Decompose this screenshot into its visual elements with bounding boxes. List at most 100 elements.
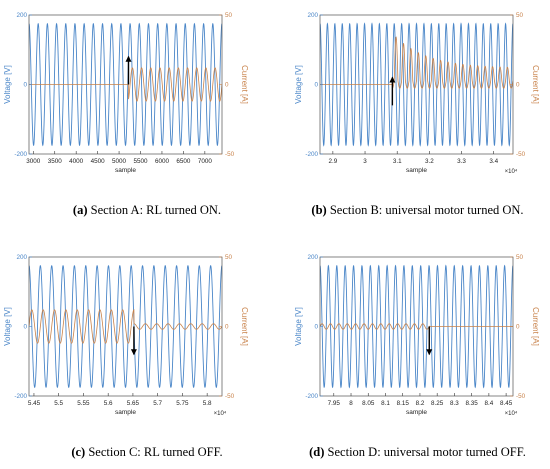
x-tick-label-d-0: 7.95 [328,400,341,407]
caption-c: (c) Section C: RL turned OFF. [22,445,272,460]
x-tick-label-c-0: 5.45 [28,400,41,407]
x-tick-label-b-2: 3.1 [393,158,402,165]
x-tick-label-d-3: 8.1 [381,400,390,407]
y-left-axis-label-a: Voltage [V] [3,65,12,104]
caption-b: (b) Section B: universal motor turned ON… [290,203,545,218]
x-tick-label-b-0: 2.9 [328,158,337,165]
y-left-tick-label-b-2: 200 [307,12,318,19]
y-left-tick-label-a-0: -200 [14,151,27,158]
x-tick-label-d-4: 8.15 [397,400,410,407]
current-line-d [320,323,513,330]
caption-b-text: Section B: universal motor turned ON. [326,203,524,217]
y-right-tick-label-d-1: 0 [516,324,520,331]
current-line-a [29,67,222,102]
y-left-tick-label-c-0: -200 [14,393,27,400]
x-tick-label-c-5: 5.7 [153,400,162,407]
caption-c-text: Section C: RL turned OFF. [85,445,223,459]
y-left-axis-label-b: Voltage [V] [294,65,303,104]
x-tick-label-b-3: 3.2 [425,158,434,165]
y-left-tick-label-d-1: 0 [314,324,318,331]
event-arrow-head-a [125,55,132,62]
voltage-line-b [320,22,513,147]
y-right-tick-label-b-1: 0 [516,82,520,89]
y-right-tick-label-c-0: -50 [225,393,235,400]
caption-a-label: (a) [72,203,88,217]
x-tick-label-c-1: 5.5 [54,400,63,407]
y-right-axis-label-d: Current [A] [531,307,540,346]
x-axis-label-a: sample [115,167,136,174]
x-axis-label-c: sample [115,409,136,416]
y-left-axis-label-c: Voltage [V] [3,307,12,346]
x-tick-label-d-10: 8.45 [500,400,513,407]
y-right-tick-label-d-2: 50 [516,254,524,261]
x-tick-label-a-6: 6000 [155,158,170,165]
y-right-tick-label-a-1: 0 [225,82,229,89]
x-tick-label-d-5: 8.2 [416,400,425,407]
x-axis-label-b: sample [406,167,427,174]
current-line-c [29,308,222,344]
y-left-tick-label-c-2: 200 [16,254,27,261]
y-right-tick-label-b-0: -50 [516,151,526,158]
event-arrow-head-b [389,76,396,83]
caption-d-label: (d) [309,445,325,459]
y-right-tick-label-c-2: 50 [225,254,233,261]
x-tick-label-b-5: 3.4 [489,158,498,165]
x-tick-label-a-8: 7000 [198,158,213,165]
y-left-tick-label-a-1: 0 [23,82,27,89]
x-tick-label-c-4: 5.65 [127,400,140,407]
x-tick-label-a-0: 3000 [26,158,41,165]
y-left-tick-label-d-0: -200 [305,393,318,400]
x-tick-label-d-9: 8.4 [484,400,493,407]
y-left-tick-label-d-2: 200 [307,254,318,261]
x-axis-label-d: sample [406,409,427,416]
x-multiplier-d: ×10⁴ [505,410,518,417]
x-tick-label-d-8: 8.35 [466,400,479,407]
caption-a-text: Section A: RL turned ON. [87,203,222,217]
y-right-tick-label-a-2: 50 [225,12,233,19]
x-tick-label-c-6: 5.75 [176,400,189,407]
caption-b-label: (b) [311,203,327,217]
y-left-tick-label-b-1: 0 [314,82,318,89]
x-tick-label-a-2: 4000 [69,158,84,165]
x-tick-label-a-1: 3500 [48,158,63,165]
caption-d: (d) Section D: universal motor turned OF… [290,445,545,460]
event-arrow-head-d [426,349,433,356]
chart-a: 3000 3500 4000 4500 5000 5500 6000 6500 7000samp… [3,12,249,174]
caption-d-text: Section D: universal motor turned OFF. [324,445,526,459]
voltage-line-d [320,264,513,389]
x-tick-label-a-5: 5500 [134,158,149,165]
x-tick-label-c-7: 5.8 [203,400,212,407]
y-left-tick-label-b-0: -200 [305,151,318,158]
y-right-axis-label-b: Current [A] [531,65,540,104]
voltage-line-c [29,264,222,389]
current-line-b [320,36,513,89]
x-tick-label-d-2: 8.05 [362,400,375,407]
x-multiplier-c: ×10⁴ [214,410,227,417]
y-left-tick-label-c-1: 0 [23,324,27,331]
y-left-tick-label-a-2: 200 [16,12,27,19]
x-tick-label-d-1: 8 [349,400,353,407]
voltage-line-a [29,22,222,147]
x-tick-label-b-4: 3.3 [457,158,466,165]
x-tick-label-d-7: 8.3 [450,400,459,407]
y-right-tick-label-a-0: -50 [225,151,235,158]
x-multiplier-b: ×10⁴ [505,168,518,175]
y-left-axis-label-d: Voltage [V] [294,307,303,346]
event-arrow-head-c [130,349,137,356]
y-right-tick-label-c-1: 0 [225,324,229,331]
x-tick-label-a-4: 5000 [112,158,127,165]
y-right-tick-label-d-0: -50 [516,393,526,400]
x-tick-label-d-6: 8.25 [431,400,444,407]
chart-b: 2.9 3 3.1 3.2 3.3 3.4 sample ×10⁴ -200 0 200 Voltag… [294,12,540,175]
x-tick-label-c-3: 5.6 [104,400,113,407]
chart-d: 7.95 8 8.05 8.1 8.15 8.2 8.25 8.3 8.35 8.4 8.45 sam… [294,254,540,417]
y-right-axis-label-a: Current [A] [240,65,249,104]
y-right-tick-label-b-2: 50 [516,12,524,19]
caption-c-label: (c) [71,445,86,459]
x-tick-label-a-3: 4500 [91,158,106,165]
x-tick-label-c-2: 5.55 [77,400,90,407]
y-right-axis-label-c: Current [A] [240,307,249,346]
caption-a: (a) Section A: RL turned ON. [22,203,272,218]
x-tick-label-a-7: 6500 [176,158,191,165]
